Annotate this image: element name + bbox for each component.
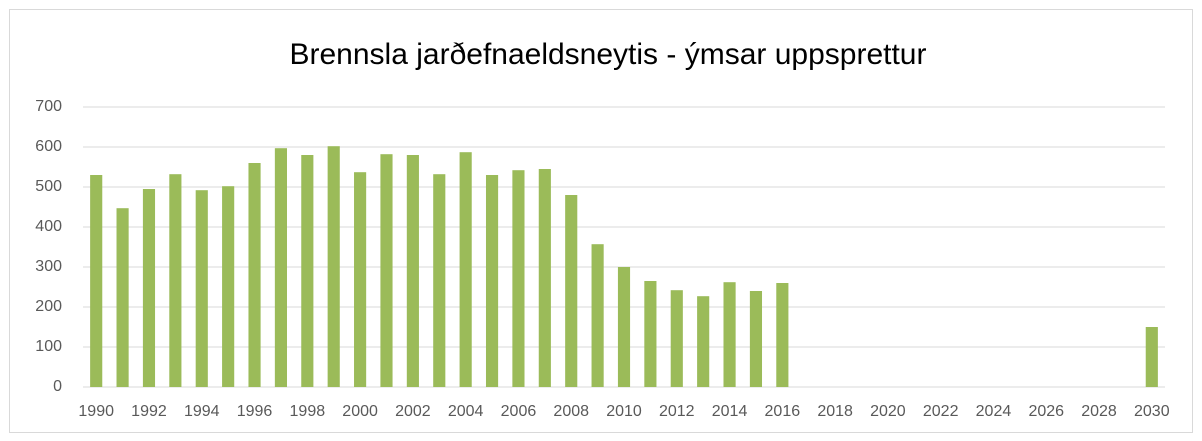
bar: [274, 148, 287, 387]
bar: [116, 208, 129, 387]
bar: [644, 281, 657, 387]
x-tick-label: 2010: [606, 403, 642, 420]
bar: [670, 290, 683, 387]
bar: [591, 244, 604, 387]
x-tick-label: 2012: [659, 403, 695, 420]
bar: [512, 170, 525, 387]
bar: [776, 283, 789, 387]
x-tick-label: 1994: [184, 403, 220, 420]
bar: [142, 189, 156, 387]
x-tick-label: 2028: [1081, 403, 1117, 420]
bar: [459, 152, 472, 387]
x-tick-label: 2018: [817, 403, 853, 420]
bar: [749, 291, 763, 387]
y-tick-label: 100: [35, 338, 62, 355]
bar: [406, 155, 419, 387]
bar: [565, 195, 578, 387]
bar: [248, 163, 261, 387]
bar: [380, 154, 393, 387]
y-tick-label: 500: [35, 178, 62, 195]
x-tick-label: 1990: [78, 403, 114, 420]
x-tick-label: 2014: [712, 403, 748, 420]
y-tick-label: 200: [35, 298, 62, 315]
bar: [1145, 327, 1158, 387]
x-tick-label: 1996: [237, 403, 273, 420]
x-tick-label: 2008: [553, 403, 589, 420]
chart-title: Brennsla jarðefnaeldsneytis - ýmsar upps…: [290, 38, 927, 71]
bar: [697, 296, 710, 387]
x-tick-label: 2006: [501, 403, 537, 420]
bar: [222, 186, 235, 387]
x-tick-label: 2000: [342, 403, 378, 420]
y-tick-label: 300: [35, 258, 62, 275]
x-tick-label: 2022: [923, 403, 959, 420]
bar: [195, 190, 208, 387]
bar: [485, 175, 499, 387]
x-tick-label: 2016: [765, 403, 801, 420]
bar: [617, 267, 631, 387]
y-tick-label: 700: [35, 98, 62, 115]
x-tick-label: 2024: [976, 403, 1012, 420]
x-tick-label: 2002: [395, 403, 431, 420]
bar: [327, 146, 340, 387]
x-tick-label: 1992: [131, 403, 167, 420]
bar: [723, 282, 736, 387]
bar: [90, 175, 103, 387]
x-tick-label: 1998: [290, 403, 326, 420]
bar: [169, 174, 182, 387]
y-tick-label: 0: [53, 378, 62, 395]
x-tick-label: 2020: [870, 403, 906, 420]
bar: [538, 169, 551, 387]
x-tick-label: 2026: [1028, 403, 1064, 420]
bar: [433, 174, 446, 387]
x-tick-label: 2030: [1134, 403, 1170, 420]
x-tick-label: 2004: [448, 403, 484, 420]
bar: [354, 172, 367, 387]
y-tick-label: 600: [35, 138, 62, 155]
bar: [301, 155, 314, 387]
y-tick-label: 400: [35, 218, 62, 235]
